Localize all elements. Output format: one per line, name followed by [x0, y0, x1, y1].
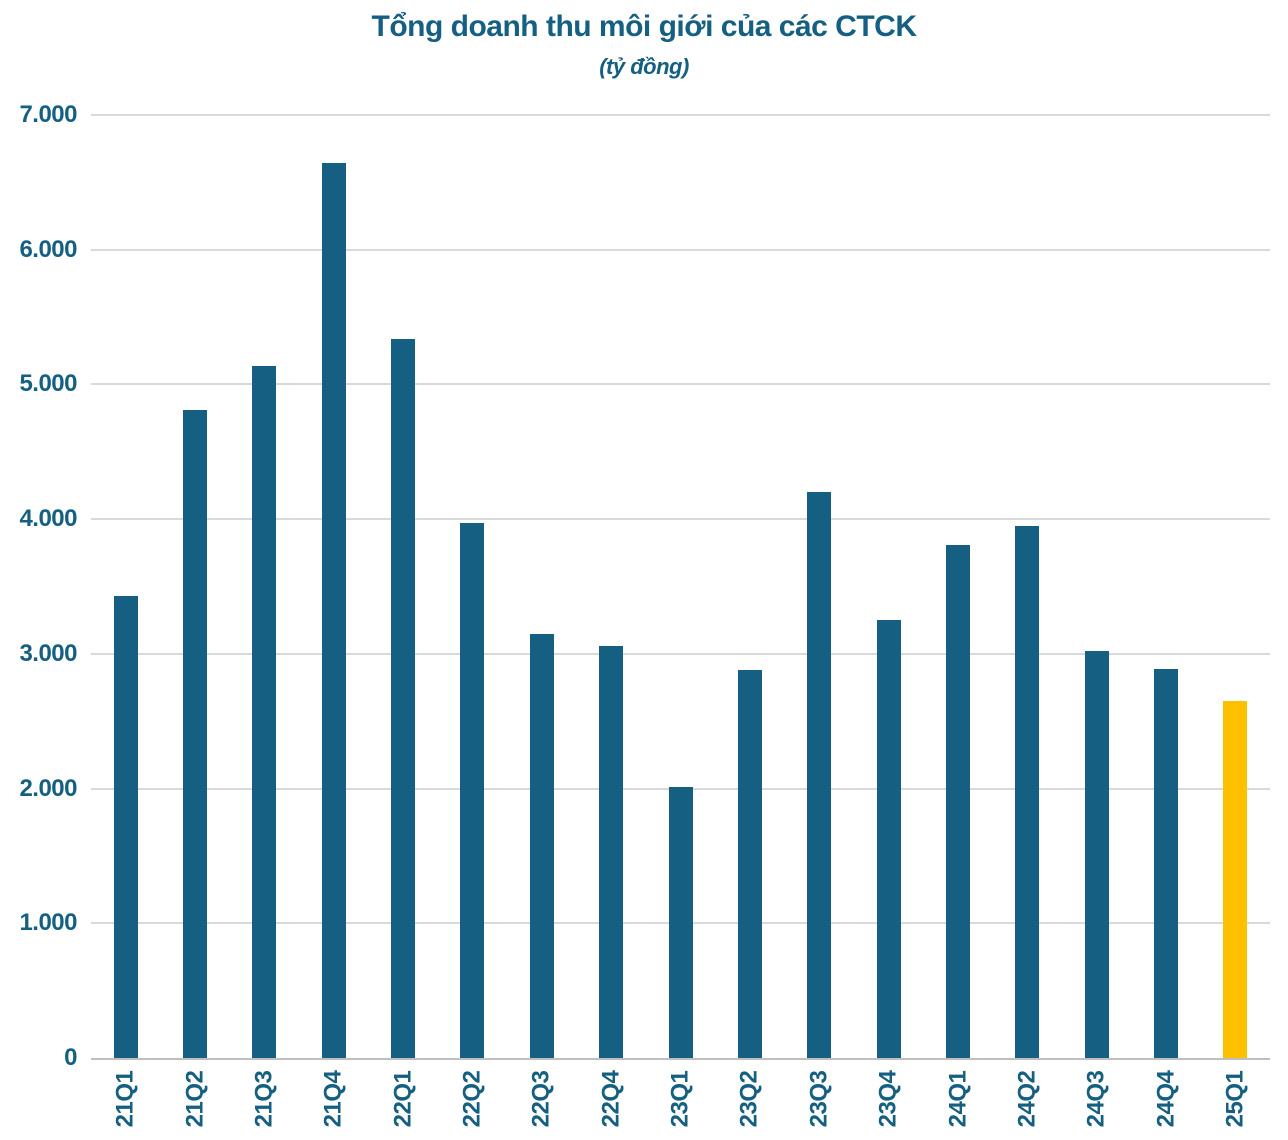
x-axis-tick-label-24Q1: 24Q1	[942, 1066, 974, 1132]
y-gridline	[91, 518, 1270, 521]
bar-24Q4	[1153, 668, 1178, 1058]
x-axis-tick-text: 21Q1	[111, 1070, 139, 1128]
bar-24Q1	[945, 544, 970, 1058]
bar-22Q3	[529, 633, 554, 1058]
bar-22Q4	[599, 645, 624, 1058]
bar-21Q1	[113, 595, 138, 1058]
x-axis-tick-text: 23Q2	[735, 1070, 763, 1128]
chart-subtitle: (tỷ đồng)	[599, 54, 689, 79]
y-gridline	[91, 248, 1270, 251]
x-axis-tick-label-22Q3: 22Q3	[526, 1066, 558, 1132]
bar-21Q4	[321, 163, 346, 1058]
bar-24Q2	[1015, 525, 1040, 1058]
x-axis-tick-label-21Q3: 21Q3	[248, 1066, 280, 1132]
x-axis-tick-label-21Q1: 21Q1	[110, 1066, 142, 1132]
x-axis-tick-text: 21Q2	[181, 1070, 209, 1128]
x-axis-tick-label-23Q2: 23Q2	[734, 1066, 766, 1132]
x-axis-tick-text: 24Q3	[1082, 1070, 1110, 1128]
x-axis-tick-text: 24Q2	[1013, 1070, 1041, 1128]
bar-22Q2	[460, 523, 485, 1058]
x-axis-tick-text: 21Q3	[250, 1070, 278, 1128]
bar-24Q3	[1084, 651, 1109, 1058]
x-axis-tick-text: 24Q4	[1151, 1070, 1179, 1128]
bar-23Q2	[737, 670, 762, 1058]
y-axis-tick-label: 1.000	[19, 909, 77, 937]
x-axis-tick-text: 22Q1	[389, 1070, 417, 1128]
x-axis-tick-label-21Q4: 21Q4	[318, 1066, 350, 1132]
y-axis-tick-label: 2.000	[19, 774, 77, 802]
y-axis-tick-label: 6.000	[19, 235, 77, 263]
y-axis-tick-label: 7.000	[19, 101, 77, 128]
x-axis-tick-text: 22Q4	[597, 1070, 625, 1128]
y-axis-tick-label: 4.000	[19, 505, 77, 533]
y-gridline	[91, 114, 1270, 116]
x-axis-tick-label-23Q3: 23Q3	[803, 1066, 835, 1132]
x-axis-tick-label-21Q2: 21Q2	[179, 1066, 211, 1132]
x-axis-tick-text: 23Q3	[805, 1070, 833, 1128]
y-gridline	[91, 652, 1270, 655]
y-axis-tick-label: 3.000	[19, 639, 77, 667]
x-axis-tick-text: 23Q1	[666, 1070, 694, 1128]
bar-21Q2	[183, 410, 208, 1058]
bar-23Q1	[668, 787, 693, 1058]
x-axis-tick-text: 23Q4	[874, 1070, 902, 1128]
x-axis-tick-label-22Q2: 22Q2	[456, 1066, 488, 1132]
bar-21Q3	[252, 365, 277, 1058]
x-axis-tick-text: 22Q2	[458, 1070, 486, 1128]
x-axis-tick-label-24Q3: 24Q3	[1081, 1066, 1113, 1132]
x-axis-tick-label-22Q4: 22Q4	[595, 1066, 627, 1132]
bar-25Q1	[1223, 701, 1248, 1058]
bar-23Q3	[807, 492, 832, 1058]
y-axis-tick-label: 0	[64, 1044, 77, 1071]
x-axis-tick-text: 25Q1	[1221, 1070, 1249, 1128]
x-axis-tick-label-24Q2: 24Q2	[1011, 1066, 1043, 1132]
x-axis-tick-label-24Q4: 24Q4	[1150, 1066, 1182, 1132]
x-axis-tick-label-23Q1: 23Q1	[665, 1066, 697, 1132]
x-axis-tick-text: 21Q4	[319, 1070, 347, 1128]
x-axis-tick-label-22Q1: 22Q1	[387, 1066, 419, 1132]
x-axis-line	[91, 1058, 1270, 1060]
bar-23Q4	[876, 620, 901, 1058]
x-axis-tick-label-25Q1: 25Q1	[1219, 1066, 1251, 1132]
y-axis-tick-label: 5.000	[19, 370, 77, 398]
bar-22Q1	[391, 338, 416, 1058]
x-axis-tick-text: 22Q3	[527, 1070, 555, 1128]
chart-title: Tổng doanh thu môi giới của các CTCK	[371, 10, 918, 43]
x-axis-tick-text: 24Q1	[943, 1070, 971, 1128]
y-gridline	[91, 383, 1270, 386]
x-axis-tick-label-23Q4: 23Q4	[873, 1066, 905, 1132]
